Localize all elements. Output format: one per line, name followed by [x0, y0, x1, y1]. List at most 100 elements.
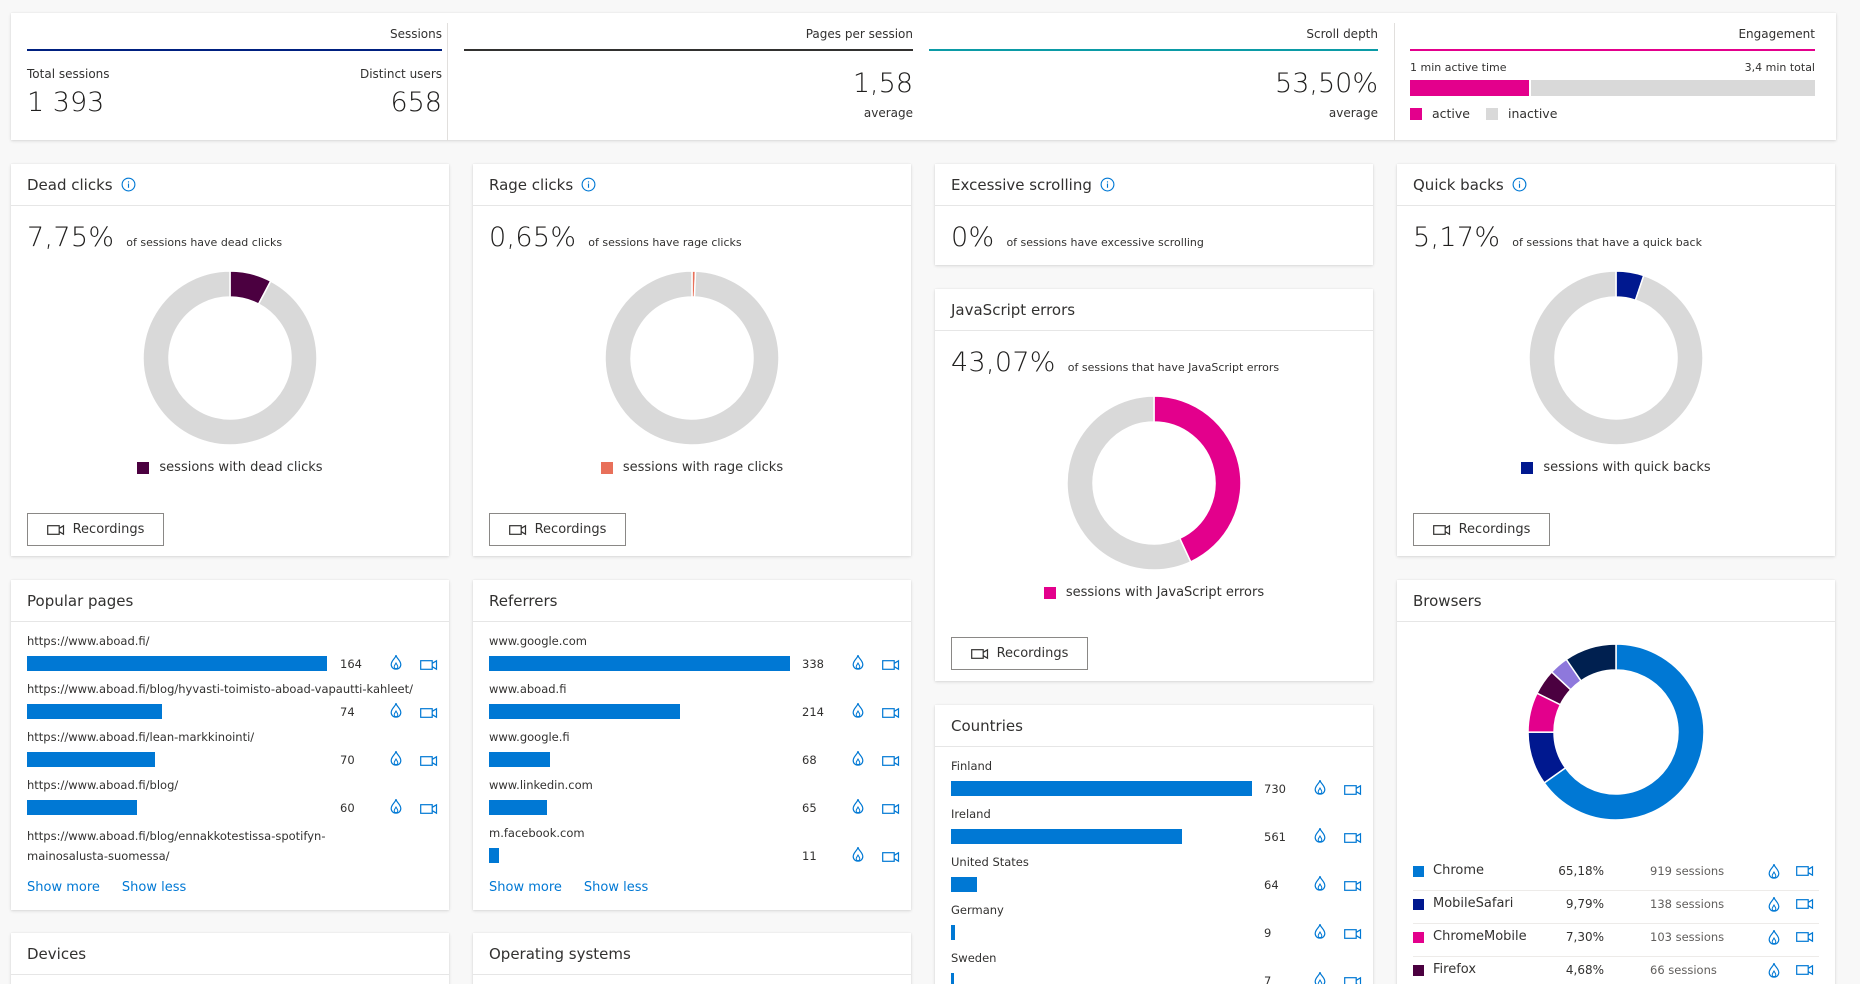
- list-item-label[interactable]: https://www.aboad.fi/: [27, 634, 150, 648]
- legend-swatch: [1413, 866, 1424, 877]
- recordings-button[interactable]: Recordings: [27, 513, 164, 546]
- heatmap-icon[interactable]: [1768, 962, 1780, 982]
- info-icon[interactable]: [121, 177, 136, 192]
- list-item-label[interactable]: https://www.aboad.fi/lean-markkinointi/: [27, 730, 255, 744]
- recordings-icon[interactable]: [420, 656, 438, 675]
- heatmap-icon[interactable]: [1314, 779, 1326, 799]
- divider: [1394, 23, 1395, 141]
- list-item-label[interactable]: www.google.fi: [489, 730, 570, 744]
- legend-label: sessions with quick backs: [1543, 460, 1711, 475]
- card-title: Countries: [951, 716, 1023, 735]
- list-item-label[interactable]: www.aboad.fi: [489, 682, 567, 696]
- list-item-label[interactable]: https://www.aboad.fi/blog/: [27, 778, 179, 792]
- distinct-users-value: 658: [390, 87, 442, 118]
- info-icon[interactable]: [581, 177, 596, 192]
- list-item[interactable]: www.google.fi 68: [489, 728, 895, 776]
- recordings-icon[interactable]: [882, 848, 900, 867]
- heatmap-icon[interactable]: [1768, 896, 1780, 916]
- show-less-link[interactable]: Show less: [121, 880, 187, 895]
- show-less-link[interactable]: Show less: [583, 880, 649, 895]
- list-item[interactable]: www.aboad.fi 214: [489, 680, 895, 728]
- recordings-icon[interactable]: [1344, 829, 1362, 848]
- list-item-label[interactable]: www.linkedin.com: [489, 778, 593, 792]
- recordings-icon[interactable]: [882, 800, 900, 819]
- heatmap-icon[interactable]: [1314, 875, 1326, 895]
- browser-row[interactable]: Chrome 65,18% 919 sessions: [1413, 858, 1819, 891]
- list-item-label[interactable]: Sweden: [951, 951, 997, 965]
- heatmap-icon[interactable]: [390, 654, 402, 674]
- heatmap-icon[interactable]: [1314, 971, 1326, 984]
- list-item[interactable]: Finland 730: [951, 757, 1357, 805]
- countries-card: Countries Finland 730 Ireland 561 United Sta…: [935, 705, 1373, 984]
- list-item[interactable]: Ireland 561: [951, 805, 1357, 853]
- heatmap-icon[interactable]: [852, 702, 864, 722]
- list-item-label[interactable]: https://www.aboad.fi/blog/ennakkotestiss…: [27, 829, 326, 863]
- recordings-icon[interactable]: [1344, 925, 1362, 944]
- heatmap-icon[interactable]: [852, 846, 864, 866]
- browser-row[interactable]: ChromeMobile 7,30% 103 sessions: [1413, 924, 1819, 957]
- list-item[interactable]: www.linkedin.com 65: [489, 776, 895, 824]
- recordings-icon[interactable]: [420, 704, 438, 723]
- recordings-icon[interactable]: [882, 752, 900, 771]
- heatmap-icon[interactable]: [1314, 827, 1326, 847]
- heatmap-icon[interactable]: [1768, 863, 1780, 883]
- info-icon[interactable]: [1512, 177, 1527, 192]
- list-item-label[interactable]: Ireland: [951, 807, 991, 821]
- list-item[interactable]: Germany 9: [951, 901, 1357, 949]
- list-item[interactable]: m.facebook.com 11: [489, 824, 895, 872]
- heatmap-icon[interactable]: [852, 750, 864, 770]
- heatmap-icon[interactable]: [1768, 929, 1780, 949]
- list-item-label[interactable]: https://www.aboad.fi/blog/hyvasti-toimis…: [27, 682, 414, 696]
- recordings-icon[interactable]: [882, 704, 900, 723]
- scroll-depth-summary: Scroll depth 53,50% average: [929, 13, 1378, 140]
- donut-slice-other-dark-navy: [1565, 643, 1617, 682]
- browser-row[interactable]: Firefox 4,68% 66 sessions: [1413, 957, 1819, 984]
- recordings-icon[interactable]: [420, 752, 438, 771]
- recordings-icon[interactable]: [1344, 877, 1362, 896]
- recordings-button[interactable]: Recordings: [1413, 513, 1550, 546]
- recordings-icon[interactable]: [420, 800, 438, 819]
- recordings-button[interactable]: Recordings: [951, 637, 1088, 670]
- list-item[interactable]: www.google.com 338: [489, 632, 895, 680]
- legend-swatch-active: [1410, 107, 1422, 120]
- donut-slice-remainder: [604, 270, 780, 446]
- recordings-icon[interactable]: [882, 656, 900, 675]
- recordings-icon[interactable]: [1796, 865, 1814, 881]
- heatmap-icon[interactable]: [390, 750, 402, 770]
- show-more-link[interactable]: Show more: [489, 880, 562, 895]
- list-item-label[interactable]: United States: [951, 855, 1029, 869]
- recordings-icon[interactable]: [1344, 781, 1362, 800]
- list-item[interactable]: https://www.aboad.fi/164: [27, 632, 433, 680]
- metric: 7,75% of sessions have dead clicks: [11, 206, 449, 253]
- list-item-label[interactable]: www.google.com: [489, 634, 587, 648]
- list-item[interactable]: Sweden 7: [951, 949, 1357, 984]
- heatmap-icon[interactable]: [390, 798, 402, 818]
- browser-row[interactable]: MobileSafari 9,79% 138 sessions: [1413, 891, 1819, 924]
- list-item[interactable]: https://www.aboad.fi/blog/ennakkotestiss…: [27, 824, 433, 872]
- list-item[interactable]: United States 64: [951, 853, 1357, 901]
- list-item-label[interactable]: Finland: [951, 759, 993, 773]
- heatmap-icon[interactable]: [1314, 923, 1326, 943]
- recordings-button-label: Recordings: [996, 646, 1069, 661]
- list-item[interactable]: https://www.aboad.fi/blog/60: [27, 776, 433, 824]
- heatmap-icon[interactable]: [390, 702, 402, 722]
- legend-swatch: [1413, 899, 1424, 910]
- heatmap-icon[interactable]: [852, 798, 864, 818]
- recordings-icon[interactable]: [1796, 964, 1814, 980]
- pages-per-session-sub: average: [863, 106, 913, 120]
- heatmap-icon[interactable]: [852, 654, 864, 674]
- card-title: JavaScript errors: [951, 300, 1076, 319]
- list-item-label[interactable]: Germany: [951, 903, 1004, 917]
- recordings-icon[interactable]: [1796, 898, 1814, 914]
- info-icon[interactable]: [1100, 177, 1115, 192]
- recordings-icon[interactable]: [1344, 973, 1362, 984]
- list-item-bar: [489, 752, 550, 767]
- list-item-label[interactable]: m.facebook.com: [489, 826, 585, 840]
- referrers-card: Referrers www.google.com 338 www.aboad.fi 2…: [473, 580, 911, 910]
- recordings-button[interactable]: Recordings: [489, 513, 626, 546]
- metric-value: 7,75%: [27, 222, 115, 253]
- recordings-icon[interactable]: [1796, 931, 1814, 947]
- show-more-link[interactable]: Show more: [27, 880, 100, 895]
- list-item[interactable]: https://www.aboad.fi/lean-markkinointi/7…: [27, 728, 433, 776]
- list-item[interactable]: https://www.aboad.fi/blog/hyvasti-toimis…: [27, 680, 433, 728]
